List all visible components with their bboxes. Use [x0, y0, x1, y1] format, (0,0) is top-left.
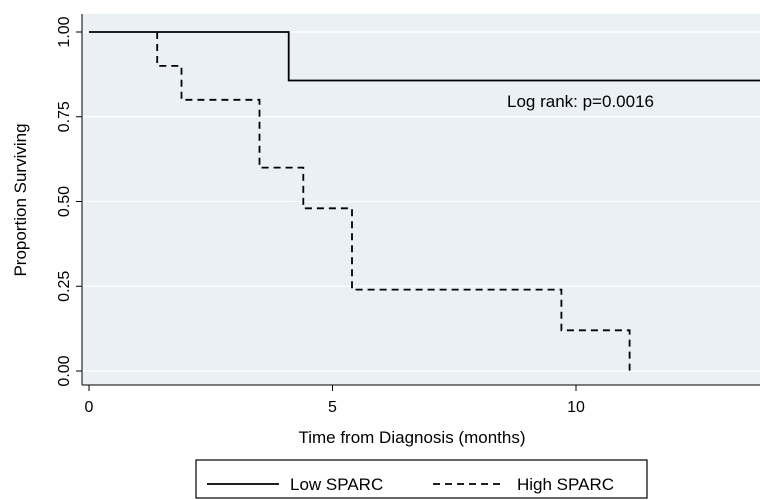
- y-tick-label: 0.25: [56, 271, 73, 302]
- y-tick-label: 1.00: [56, 16, 73, 47]
- series-lines: [89, 31, 760, 371]
- y-axis-title: Proportion Surviving: [11, 123, 30, 276]
- legend-label-low-sparc: Low SPARC: [290, 475, 383, 494]
- y-tick-label: 0.00: [56, 355, 73, 386]
- legend-box: [195, 459, 648, 499]
- annotation-logrank: Log rank: p=0.0016: [507, 92, 654, 111]
- axes: [76, 14, 760, 391]
- y-tick-label: 0.75: [56, 101, 73, 132]
- x-tick-label: 0: [85, 399, 94, 416]
- x-tick-label: 10: [567, 399, 585, 416]
- tick-labels: 0.000.250.500.751.0005101520253035: [56, 16, 585, 416]
- y-tick-label: 0.50: [56, 186, 73, 217]
- x-axis-title: Time from Diagnosis (months): [298, 428, 525, 447]
- series-line-low-sparc: [89, 31, 760, 82]
- series-line-high-sparc: [156, 32, 631, 371]
- legend: Low SPARC High SPARC: [195, 459, 648, 499]
- x-tick-label: 5: [328, 399, 337, 416]
- legend-label-high-sparc: High SPARC: [517, 475, 614, 494]
- plot-background: [82, 14, 760, 385]
